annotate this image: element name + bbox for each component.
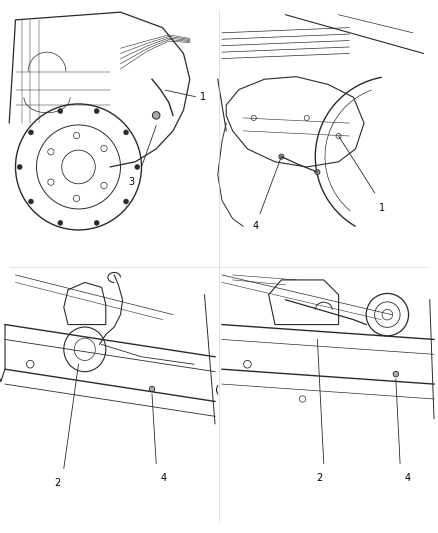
Circle shape bbox=[28, 199, 33, 204]
Circle shape bbox=[124, 199, 129, 204]
Circle shape bbox=[135, 165, 140, 169]
Circle shape bbox=[124, 130, 129, 135]
Circle shape bbox=[152, 111, 160, 119]
Text: 2: 2 bbox=[54, 478, 60, 488]
Text: 3: 3 bbox=[128, 177, 134, 187]
Circle shape bbox=[94, 220, 99, 225]
Text: 4: 4 bbox=[404, 473, 410, 483]
Circle shape bbox=[149, 386, 155, 392]
Text: 4: 4 bbox=[160, 473, 166, 483]
Circle shape bbox=[94, 109, 99, 114]
Circle shape bbox=[58, 220, 63, 225]
Circle shape bbox=[28, 130, 33, 135]
Text: 1: 1 bbox=[200, 92, 206, 102]
Circle shape bbox=[17, 165, 22, 169]
Text: 4: 4 bbox=[253, 221, 259, 231]
Circle shape bbox=[393, 372, 399, 377]
Circle shape bbox=[58, 109, 63, 114]
Circle shape bbox=[315, 169, 320, 175]
Circle shape bbox=[279, 154, 284, 159]
Text: (: ( bbox=[215, 384, 219, 394]
Text: 2: 2 bbox=[316, 473, 323, 483]
Text: 1: 1 bbox=[379, 203, 385, 213]
